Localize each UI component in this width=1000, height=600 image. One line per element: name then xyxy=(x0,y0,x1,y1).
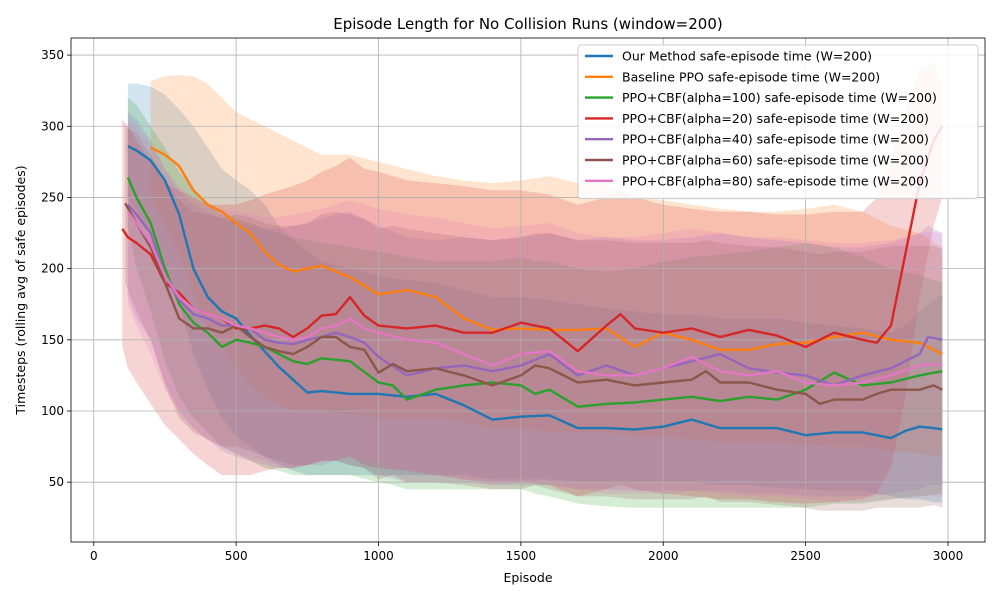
legend-frame xyxy=(577,44,979,200)
x-tick-label: 1000 xyxy=(363,549,394,563)
legend-entry-1: Baseline PPO safe-episode time (W=200) xyxy=(622,69,880,84)
line-series-6 xyxy=(126,210,943,387)
x-tick-label: 2000 xyxy=(648,549,679,563)
line-series-4 xyxy=(126,203,943,387)
legend-entry-6: PPO+CBF(alpha=80) safe-episode time (W=2… xyxy=(622,173,929,188)
band-series-4 xyxy=(127,112,943,497)
band-series-3 xyxy=(122,62,943,504)
y-tick-label: 350 xyxy=(41,48,64,62)
legend-entry-4: PPO+CBF(alpha=40) safe-episode time (W=2… xyxy=(622,132,929,147)
y-tick-label: 200 xyxy=(41,262,64,276)
y-tick-label: 300 xyxy=(41,119,64,133)
x-tick-label: 1500 xyxy=(506,549,537,563)
series-lines xyxy=(121,125,944,440)
y-tick-label: 100 xyxy=(41,404,64,418)
legend-entry-3: PPO+CBF(alpha=20) safe-episode time (W=2… xyxy=(622,111,929,126)
band-series-6 xyxy=(127,119,943,503)
y-tick-label: 150 xyxy=(41,333,64,347)
y-axis-ticks: 50 100 150 200 250 300 350 xyxy=(41,48,71,489)
y-tick-label: 50 xyxy=(49,475,64,489)
chart-title: Episode Length for No Collision Runs (wi… xyxy=(333,15,723,33)
line-series-0 xyxy=(127,145,943,440)
x-axis-label: Episode xyxy=(503,570,552,585)
x-tick-label: 500 xyxy=(225,549,248,563)
line-series-5 xyxy=(124,202,943,406)
legend-entry-2: PPO+CBF(alpha=100) safe-episode time (W=… xyxy=(622,90,937,105)
y-tick-label: 250 xyxy=(41,190,64,204)
plot-frame xyxy=(70,37,986,543)
y-axis-label: Timesteps (rolling avg of safe episodes) xyxy=(13,165,28,415)
legend-entry-0: Our Method safe-episode time (W=200) xyxy=(622,49,872,64)
x-axis-ticks: 0 500 1000 1500 2000 2500 3000 xyxy=(90,542,963,563)
x-tick-label: 3000 xyxy=(933,549,964,563)
band-series-2 xyxy=(127,97,943,508)
x-tick-label: 2500 xyxy=(790,549,821,563)
line-series-2 xyxy=(126,177,943,408)
legend-entry-5: PPO+CBF(alpha=60) safe-episode time (W=2… xyxy=(622,153,929,168)
line-series-1 xyxy=(150,146,943,356)
x-tick-label: 0 xyxy=(90,549,98,563)
band-series-5 xyxy=(125,126,943,511)
legend: Our Method safe-episode time (W=200) Base… xyxy=(577,44,979,200)
